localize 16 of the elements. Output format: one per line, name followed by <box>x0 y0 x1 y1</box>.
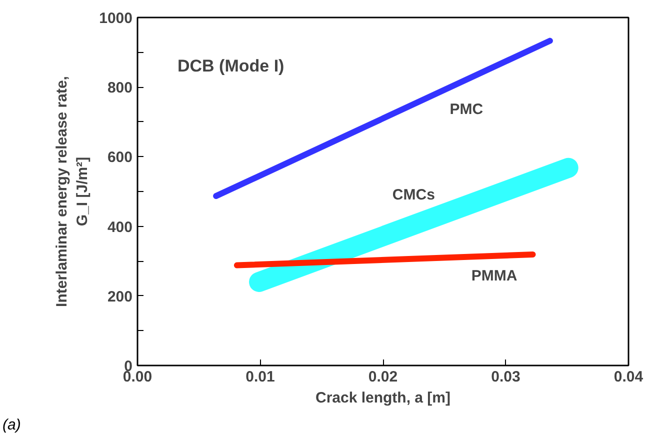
series-label: CMCs <box>392 186 435 204</box>
annotation: DCB (Mode I) <box>178 56 284 76</box>
series-label: PMC <box>450 101 484 118</box>
x-tick-label: 0.03 <box>491 368 520 386</box>
y-tick-label: 1000 <box>99 10 133 27</box>
x-tick-label: 0.04 <box>614 368 644 386</box>
x-axis-title: Crack length, a [m] <box>315 390 451 406</box>
y-axis-title: Interlaminar energy release rate, G_I [J/m²] <box>54 76 92 307</box>
y-tick-label: 400 <box>107 218 133 236</box>
y-tick-label: 200 <box>107 288 133 306</box>
series-label: PMMA <box>471 267 518 284</box>
text: (a) <box>2 416 21 434</box>
y-tick-label: 600 <box>107 149 133 166</box>
x-tick-label: 0.01 <box>246 368 275 386</box>
x-tick-label: 0.02 <box>368 368 398 386</box>
y-tick-label: 800 <box>107 80 133 97</box>
